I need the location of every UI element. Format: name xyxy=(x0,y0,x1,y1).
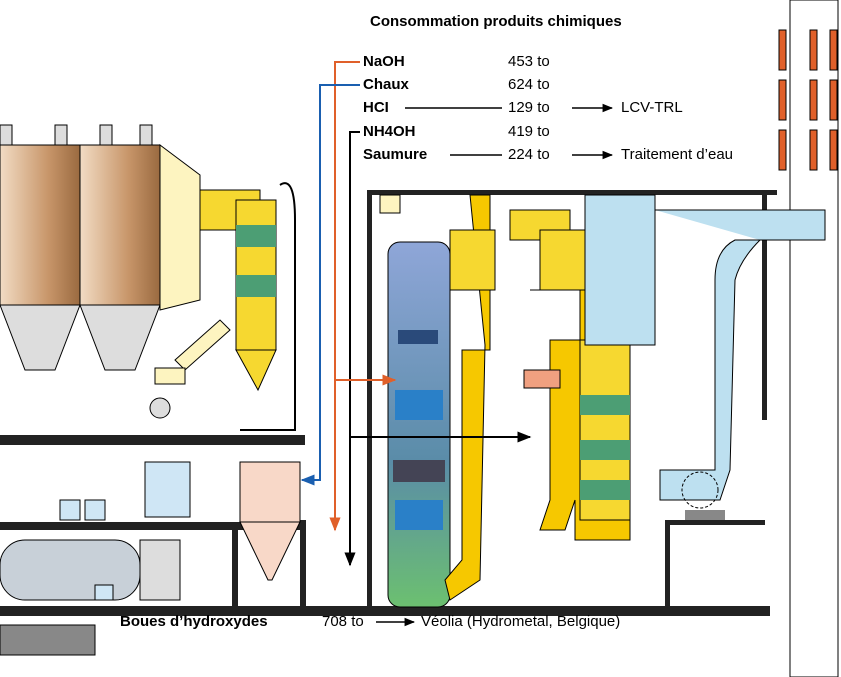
floors xyxy=(0,435,770,616)
chem-destination: LCV-TRL xyxy=(621,99,683,116)
chem-destination: Traitement d’eau xyxy=(621,146,733,163)
chem-label: HCI xyxy=(363,99,389,116)
chem-label: Saumure xyxy=(363,146,427,163)
chem-amount: 419 to xyxy=(508,123,550,140)
chem-label: NaOH xyxy=(363,53,405,70)
lower-equipment xyxy=(0,461,301,656)
feed-lines xyxy=(300,61,614,627)
residue-destination: Véolia (Hydrometal, Belgique) xyxy=(421,613,620,630)
treatment-building xyxy=(367,190,826,610)
chem-label: NH4OH xyxy=(363,123,416,140)
chem-amount: 453 to xyxy=(508,53,550,70)
stack xyxy=(770,0,839,677)
title: Consommation produits chimiques xyxy=(370,13,622,30)
residue-amount: 708 to xyxy=(322,613,364,630)
chem-amount: 129 to xyxy=(508,99,550,116)
chem-amount: 224 to xyxy=(508,146,550,163)
chem-amount: 624 to xyxy=(508,76,550,93)
bag-filter xyxy=(0,124,296,431)
chem-label: Chaux xyxy=(363,76,410,93)
residue-label: Boues d’hydroxydes xyxy=(120,613,268,630)
